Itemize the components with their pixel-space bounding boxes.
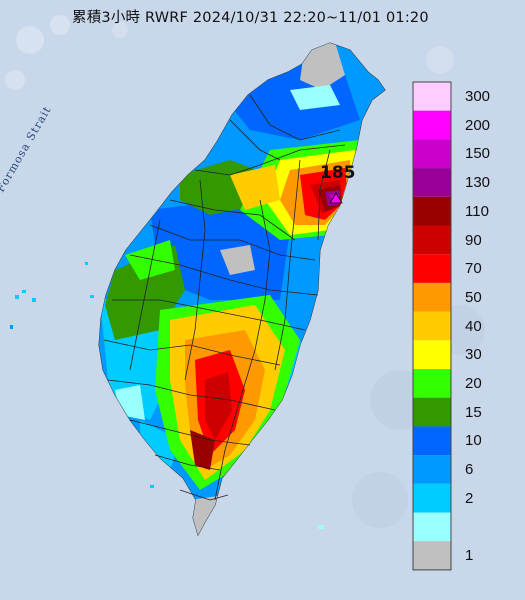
legend-label: 1 <box>465 547 474 565</box>
legend-swatch <box>413 369 451 398</box>
legend-swatch <box>413 168 451 197</box>
legend-label: 10 <box>465 432 482 450</box>
legend-swatch <box>413 282 451 312</box>
legend-swatch <box>413 512 451 542</box>
legend-label: 200 <box>465 116 491 134</box>
legend-label: 20 <box>465 375 482 392</box>
legend-label: 6 <box>465 461 474 479</box>
legend-label: 70 <box>465 260 482 278</box>
legend-swatch <box>413 426 451 456</box>
legend-label: 15 <box>465 403 482 421</box>
legend-swatch <box>413 254 451 283</box>
legend-label: 130 <box>465 174 491 192</box>
legend-label: 150 <box>465 145 491 163</box>
legend-swatch <box>413 82 451 111</box>
max-marker-icon <box>329 192 343 204</box>
legend-swatch <box>413 541 451 570</box>
legend <box>412 81 452 571</box>
legend-border <box>412 81 452 571</box>
legend-swatch <box>413 483 451 513</box>
legend-swatch <box>413 340 451 369</box>
legend-swatch <box>413 311 451 341</box>
max-value-label: 185 <box>320 163 356 183</box>
legend-label: 300 <box>465 88 491 105</box>
legend-label: 2 <box>465 489 474 507</box>
legend-swatch <box>413 397 451 427</box>
legend-label: 110 <box>465 202 489 220</box>
legend-swatch <box>413 455 451 484</box>
legend-label: 30 <box>465 346 482 364</box>
legend-label: 40 <box>465 317 482 335</box>
legend-swatch <box>413 196 451 226</box>
legend-swatch <box>413 225 451 255</box>
legend-label: 50 <box>465 288 482 306</box>
legend-swatch <box>413 110 451 140</box>
legend-swatch <box>413 139 451 169</box>
legend-label: 90 <box>465 231 482 249</box>
county-borders <box>103 94 346 501</box>
map-title: 累積3小時 RWRF 2024/10/31 22:20~11/01 01:20 <box>72 10 429 26</box>
